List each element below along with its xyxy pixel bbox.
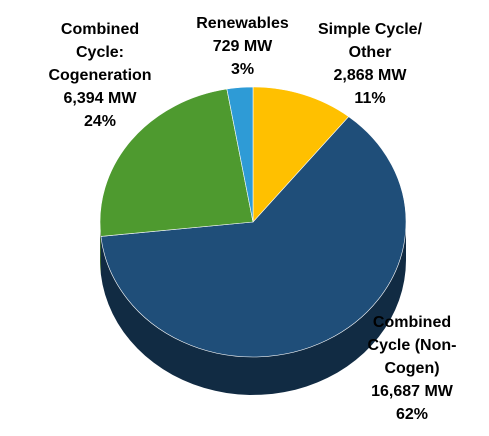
slice (100, 116, 407, 358)
slice-label: Combined Cycle (Non-Cogen) 16,687 MW 62% (358, 311, 466, 426)
slice-label: Simple Cycle/ Other 2,868 MW 11% (315, 18, 425, 110)
percent-label: 24% (83, 113, 117, 130)
slice-label: Combined Cycle: Cogeneration 6,394 MW 24% (40, 18, 160, 133)
value-label: 16,687 MW (371, 383, 453, 400)
category-name: Simple Cycle/ Other (317, 21, 423, 61)
slice (99, 88, 254, 237)
percent-label: 11% (354, 90, 386, 107)
percent-label: 3% (230, 61, 255, 78)
category-name: Renewables (196, 15, 289, 32)
category-name: Combined Cycle: Cogeneration (48, 21, 152, 84)
category-name: Combined Cycle (Non-Cogen) (367, 314, 457, 377)
slice (226, 86, 254, 223)
percent-label: 62% (395, 406, 429, 423)
slice-side (100, 222, 406, 395)
value-label: 729 MW (212, 38, 273, 55)
value-label: 6,394 MW (63, 90, 137, 107)
slice-label: Renewables 729 MW 3% (185, 12, 300, 81)
slice (252, 86, 350, 223)
value-label: 2,868 MW (333, 67, 407, 84)
